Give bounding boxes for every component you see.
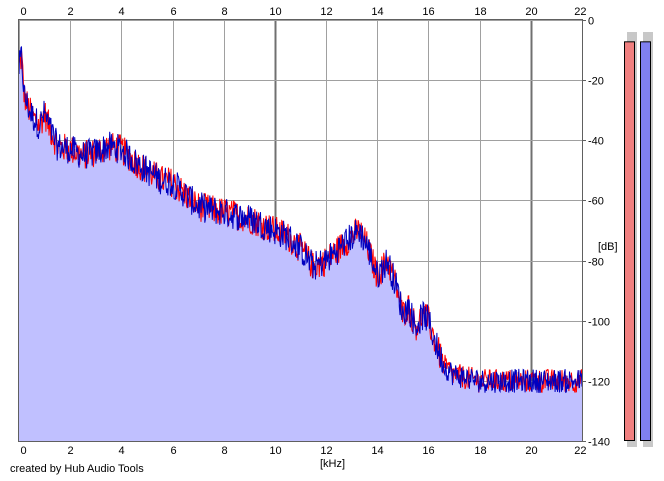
x-tick-top-12: 12 [320,6,332,18]
x-tick-top-4: 4 [118,6,124,18]
y-tick--140: -140 [588,437,610,449]
level-meters [624,32,653,447]
x-tick-top-10: 10 [269,6,281,18]
x-tick-top-6: 6 [170,6,176,18]
y-tick--40: -40 [588,136,604,148]
x-tick-bottom-4: 4 [118,445,124,457]
x-tick-top-8: 8 [221,6,227,18]
left-level-meter [624,41,635,442]
x-tick-top-2: 2 [67,6,73,18]
credit-text: created by Hub Audio Tools [10,463,144,475]
right-level-meter [640,41,651,442]
x-tick-bottom-20: 20 [525,445,537,457]
x-tick-bottom-10: 10 [269,445,281,457]
x-tick-bottom-16: 16 [422,445,434,457]
x-tick-bottom-0: 0 [21,445,27,457]
x-axis-label: [kHz] [320,458,345,470]
plot-frame [18,19,583,442]
y-tick--80: -80 [588,257,604,269]
x-tick-bottom-22: 22 [574,445,586,457]
y-tick--120: -120 [588,377,610,389]
x-tick-top-22: 22 [574,6,586,18]
left-channel-line [18,50,583,393]
x-tick-top-0: 0 [21,6,27,18]
x-tick-bottom-6: 6 [170,445,176,457]
right-channel-line [18,46,583,394]
x-tick-top-18: 18 [474,6,486,18]
spectrum-lines [18,46,583,394]
x-tick-top-20: 20 [525,6,537,18]
x-tick-bottom-18: 18 [474,445,486,457]
y-tick-0: 0 [588,16,594,28]
axis-ticks: 002244668810101212141416161818202022220-… [21,6,611,457]
x-tick-bottom-12: 12 [320,445,332,457]
x-tick-top-16: 16 [422,6,434,18]
x-tick-bottom-14: 14 [371,445,383,457]
x-tick-bottom-8: 8 [221,445,227,457]
y-axis-label: [dB] [598,241,618,253]
x-tick-top-14: 14 [371,6,383,18]
y-tick--60: -60 [588,196,604,208]
y-tick--100: -100 [588,317,610,329]
y-tick--20: -20 [588,76,604,88]
x-tick-bottom-2: 2 [67,445,73,457]
